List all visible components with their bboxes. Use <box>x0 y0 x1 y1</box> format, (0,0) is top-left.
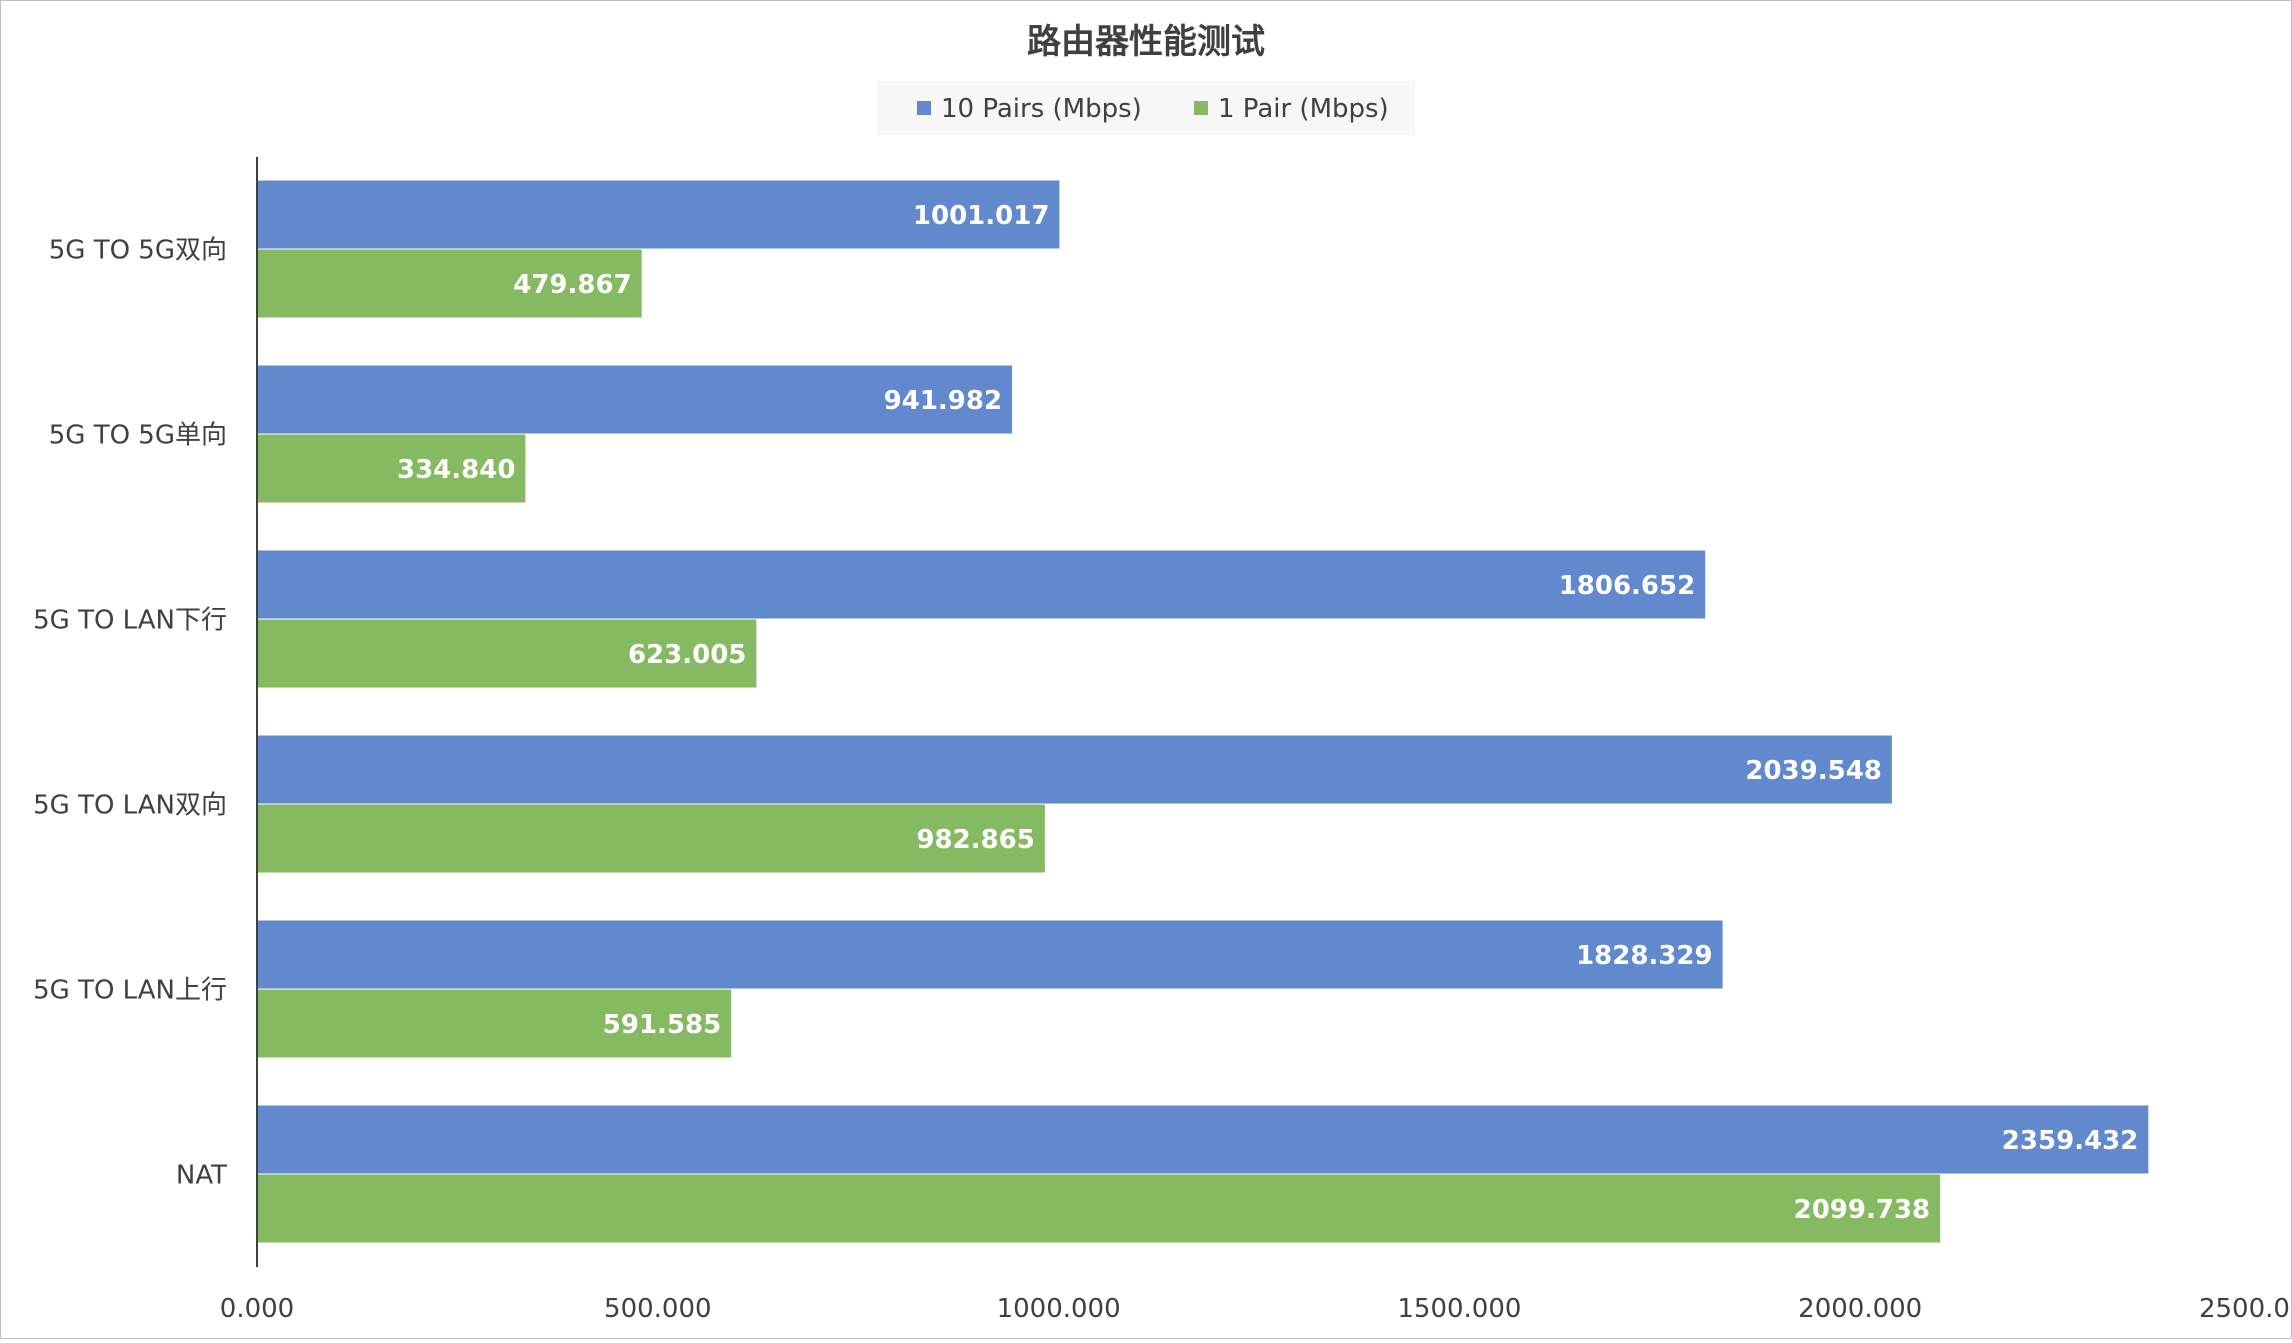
y-tick-label: 5G TO LAN下行 <box>33 606 227 636</box>
bar <box>257 989 732 1058</box>
legend-label: 10 Pairs (Mbps) <box>941 94 1142 124</box>
data-label: 623.005 <box>628 640 746 670</box>
legend-background <box>877 81 1415 135</box>
x-axis: 0.000 500.000 1000.000 1500.000 2000.000 2500… <box>220 1294 2292 1324</box>
data-label: 479.867 <box>513 270 631 300</box>
data-label: 1806.652 <box>1559 571 1696 601</box>
data-labels-group: 1001.017 479.867 941.982 334.840 1806.652 623… <box>397 201 2138 1225</box>
data-label: 982.865 <box>916 825 1034 855</box>
bar <box>257 249 642 318</box>
legend: 10 Pairs (Mbps) 1 Pair (Mbps) <box>877 81 1415 135</box>
bar <box>257 180 1060 249</box>
bar <box>257 1174 1941 1243</box>
x-tick-label: 1000.000 <box>997 1294 1121 1324</box>
y-tick-label: NAT <box>176 1161 227 1191</box>
bar <box>257 550 1706 619</box>
bar <box>257 1105 2149 1174</box>
bar <box>257 619 757 688</box>
y-tick-label: 5G TO LAN双向 <box>33 791 227 821</box>
data-label: 2099.738 <box>1794 1195 1931 1225</box>
bar <box>257 804 1045 873</box>
data-label: 334.840 <box>397 455 515 485</box>
data-label: 591.585 <box>603 1010 721 1040</box>
x-tick-label: 500.000 <box>604 1294 712 1324</box>
x-tick-label: 0.000 <box>220 1294 294 1324</box>
x-tick-label: 1500.000 <box>1397 1294 1521 1324</box>
bar <box>257 735 1892 804</box>
bar <box>257 920 1723 989</box>
bar <box>257 434 526 503</box>
bar <box>257 365 1013 434</box>
legend-label: 1 Pair (Mbps) <box>1218 94 1389 124</box>
y-tick-label: 5G TO 5G单向 <box>49 421 227 451</box>
x-tick-label: 2000.000 <box>1798 1294 1922 1324</box>
data-label: 2039.548 <box>1745 756 1882 786</box>
y-tick-label: 5G TO LAN上行 <box>33 976 227 1006</box>
data-label: 941.982 <box>884 386 1002 416</box>
data-label: 1828.329 <box>1576 941 1713 971</box>
legend-swatch <box>917 101 931 115</box>
data-label: 1001.017 <box>913 201 1050 231</box>
bars-group <box>257 180 2149 1243</box>
x-tick-label: 2500.000 <box>2199 1294 2291 1324</box>
legend-swatch <box>1194 101 1208 115</box>
y-tick-label: 5G TO 5G双向 <box>49 236 227 266</box>
chart-title: 路由器性能测试 <box>1027 22 1265 62</box>
y-axis: 5G TO 5G双向 5G TO 5G单向 5G TO LAN下行 5G TO LAN… <box>33 157 258 1267</box>
data-label: 2359.432 <box>2002 1126 2139 1156</box>
